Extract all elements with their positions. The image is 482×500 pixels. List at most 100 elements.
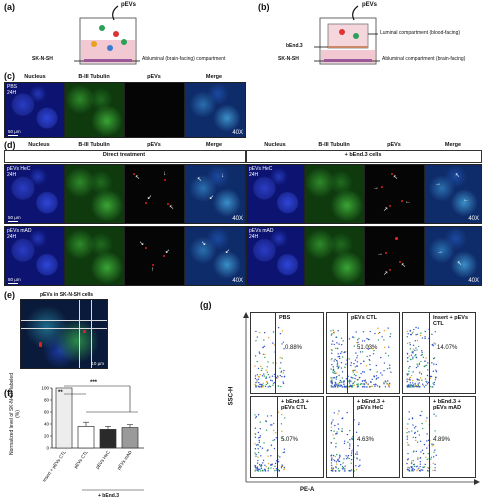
flow-event (359, 464, 361, 466)
flow-event (431, 443, 433, 445)
flow-event (263, 373, 265, 375)
flow-event (333, 384, 336, 387)
flow-event (421, 337, 424, 339)
d-mad-bend-nucleus: pEVs mAD 24H (246, 226, 306, 286)
flow-event (259, 421, 261, 423)
flow-event (332, 329, 334, 331)
d-mad-bend-merge: → ↖ 40X (424, 226, 482, 286)
flow-event (409, 342, 411, 344)
flow-event (386, 367, 389, 370)
flow-event (330, 459, 333, 462)
panel-c-tubulin-image (64, 82, 126, 138)
flow-event (259, 373, 261, 376)
flow-event (272, 362, 274, 364)
flow-event (330, 455, 332, 457)
flow-event (356, 453, 358, 455)
flow-event (420, 354, 422, 357)
flow-event (335, 432, 338, 435)
flow-event (376, 385, 379, 387)
flow-event (372, 353, 375, 355)
flow-event (264, 469, 266, 471)
panel-b-bend-label: bEnd.3 (286, 43, 303, 49)
flow-event (258, 439, 260, 442)
flow-event (390, 371, 392, 373)
flow-event (266, 415, 269, 417)
flow-event (426, 458, 428, 461)
flow-event (410, 460, 413, 462)
flow-event (261, 447, 264, 449)
flow-event (341, 417, 343, 420)
flow-event (359, 459, 361, 461)
flow-event (337, 347, 339, 350)
flow-event (332, 468, 334, 470)
flow-event (357, 383, 359, 385)
d-hec-direct-pevs: ↖ ↓ ↙ ↖ (124, 164, 186, 224)
flow-event (266, 366, 268, 368)
panel-c-nucleus-image: PBS 24H 50 µm (4, 82, 66, 138)
flow-event (338, 343, 340, 345)
flow-event (410, 386, 412, 388)
flow-event (360, 372, 362, 375)
flow-event (418, 386, 421, 388)
flow-event (254, 452, 256, 454)
flow-event (267, 386, 269, 388)
flow-event (350, 452, 353, 454)
flow-event (384, 346, 386, 349)
f-y-tick-label: 40 (44, 422, 50, 427)
flow-event (345, 455, 347, 457)
panel-a-compartment-label: Abluminal (brain-facing) compartment (142, 56, 226, 62)
flow-event (254, 469, 257, 471)
flow-event (279, 456, 281, 458)
flow-event (278, 469, 281, 472)
flow-event (332, 369, 334, 372)
flow-event (274, 469, 276, 472)
flow-event (349, 384, 352, 386)
flow-event (274, 432, 277, 434)
d-mad-direct-nucleus: pEVs mAD 24H 50 µm (4, 226, 66, 286)
flow-event (353, 345, 355, 347)
flow-event (264, 353, 266, 356)
flow-event (410, 384, 412, 386)
flow-event (256, 469, 258, 471)
flow-event (413, 427, 416, 429)
flow-event (420, 373, 423, 375)
flow-event (265, 383, 268, 386)
flow-event (433, 363, 435, 365)
flow-event (283, 439, 285, 441)
flow-event (381, 336, 383, 338)
flow-event (256, 381, 258, 383)
flow-event (257, 437, 260, 439)
flow-event (432, 382, 434, 384)
flow-event (255, 386, 257, 388)
flow-event (334, 455, 337, 458)
flow-event (264, 356, 266, 359)
flow-event (341, 468, 344, 470)
flow-event (336, 364, 339, 366)
flow-event (261, 367, 263, 370)
flow-event (255, 455, 257, 457)
flow-event (354, 359, 357, 361)
flow-plot-percentage: 5.07% (281, 437, 299, 443)
flow-event (418, 372, 421, 374)
flow-event (254, 355, 257, 357)
flow-event (412, 344, 415, 347)
flow-event (417, 345, 420, 348)
flow-event (260, 465, 262, 467)
flow-event (411, 468, 413, 471)
flow-plot-title: + bEnd.3 + pEVs HeC (357, 399, 385, 411)
flow-event (263, 375, 265, 377)
flow-event (341, 465, 344, 468)
flow-event (279, 332, 282, 335)
flow-event (260, 464, 263, 466)
flow-event (334, 358, 336, 361)
flow-event (423, 466, 426, 468)
flow-event (406, 385, 409, 387)
flow-event (338, 460, 341, 463)
flow-event (331, 464, 333, 467)
flow-event (419, 334, 422, 337)
flow-event (343, 385, 346, 387)
f-y-tick-label: 80 (44, 398, 50, 403)
direct-treatment-box (4, 150, 246, 163)
flow-event (375, 375, 378, 377)
flow-event (259, 436, 261, 439)
